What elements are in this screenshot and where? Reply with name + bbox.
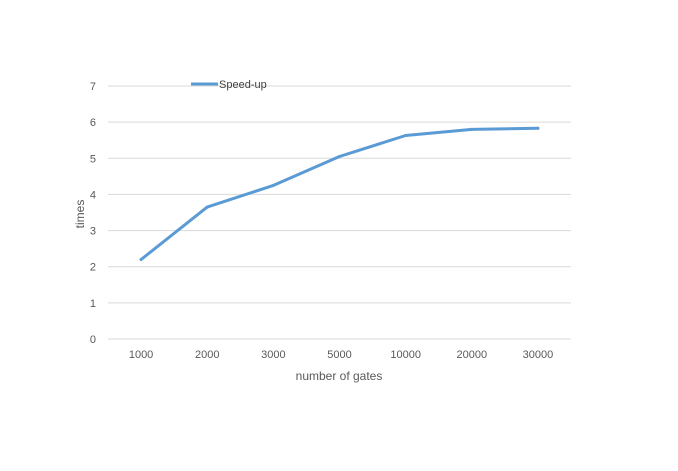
data-point	[536, 126, 540, 130]
data-point	[470, 127, 474, 131]
legend-label: Speed-up	[219, 79, 267, 91]
series-line	[139, 126, 540, 261]
y-tick-label: 7	[90, 81, 96, 93]
y-tick-label: 4	[90, 189, 96, 201]
data-point	[205, 205, 209, 209]
x-tick-label: 30000	[523, 349, 554, 361]
y-tick-label: 3	[90, 226, 96, 238]
x-tick-label: 1000	[129, 349, 153, 361]
data-point	[404, 134, 408, 138]
data-point	[139, 257, 143, 261]
y-tick-labels: 0 1 2 3 4 5 6 7	[90, 81, 96, 346]
y-tick-label: 0	[90, 334, 96, 346]
y-tick-label: 2	[90, 262, 96, 274]
data-point	[338, 154, 341, 158]
x-tick-label: 20000	[456, 349, 487, 361]
x-tick-labels: 1000 2000 3000 5000 10000 20000 30000	[129, 349, 553, 361]
y-tick-label: 6	[90, 117, 96, 129]
gridlines	[108, 85, 571, 304]
x-tick-label: 3000	[261, 349, 285, 361]
x-axis-title: number of gates	[296, 369, 383, 383]
legend: Speed-up	[191, 79, 267, 91]
x-tick-label: 5000	[327, 349, 351, 361]
y-tick-label: 5	[90, 153, 96, 165]
x-tick-label: 10000	[390, 349, 421, 361]
data-point	[271, 183, 275, 187]
series-group	[139, 126, 540, 261]
x-tick-label: 2000	[195, 349, 219, 361]
y-axis-title: times	[73, 200, 87, 229]
y-tick-label: 1	[90, 298, 96, 310]
